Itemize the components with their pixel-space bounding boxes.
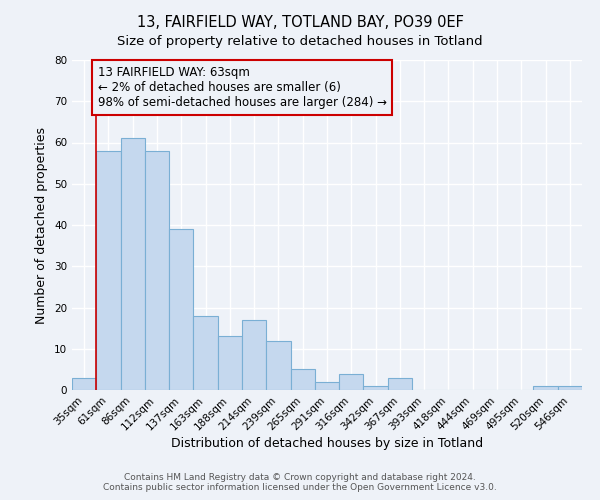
Bar	[364, 386, 388, 390]
Bar	[96, 151, 121, 390]
Bar	[72, 378, 96, 390]
Text: 13 FAIRFIELD WAY: 63sqm
← 2% of detached houses are smaller (6)
98% of semi-deta: 13 FAIRFIELD WAY: 63sqm ← 2% of detached…	[97, 66, 386, 109]
Bar	[315, 382, 339, 390]
Bar	[169, 229, 193, 390]
Bar	[388, 378, 412, 390]
Bar	[558, 386, 582, 390]
X-axis label: Distribution of detached houses by size in Totland: Distribution of detached houses by size …	[171, 438, 483, 450]
Text: Contains HM Land Registry data © Crown copyright and database right 2024.
Contai: Contains HM Land Registry data © Crown c…	[103, 473, 497, 492]
Bar	[145, 151, 169, 390]
Bar	[290, 370, 315, 390]
Bar	[193, 316, 218, 390]
Bar	[339, 374, 364, 390]
Bar	[242, 320, 266, 390]
Y-axis label: Number of detached properties: Number of detached properties	[35, 126, 49, 324]
Bar	[121, 138, 145, 390]
Text: Size of property relative to detached houses in Totland: Size of property relative to detached ho…	[117, 35, 483, 48]
Text: 13, FAIRFIELD WAY, TOTLAND BAY, PO39 0EF: 13, FAIRFIELD WAY, TOTLAND BAY, PO39 0EF	[137, 15, 463, 30]
Bar	[533, 386, 558, 390]
Bar	[218, 336, 242, 390]
Bar	[266, 340, 290, 390]
